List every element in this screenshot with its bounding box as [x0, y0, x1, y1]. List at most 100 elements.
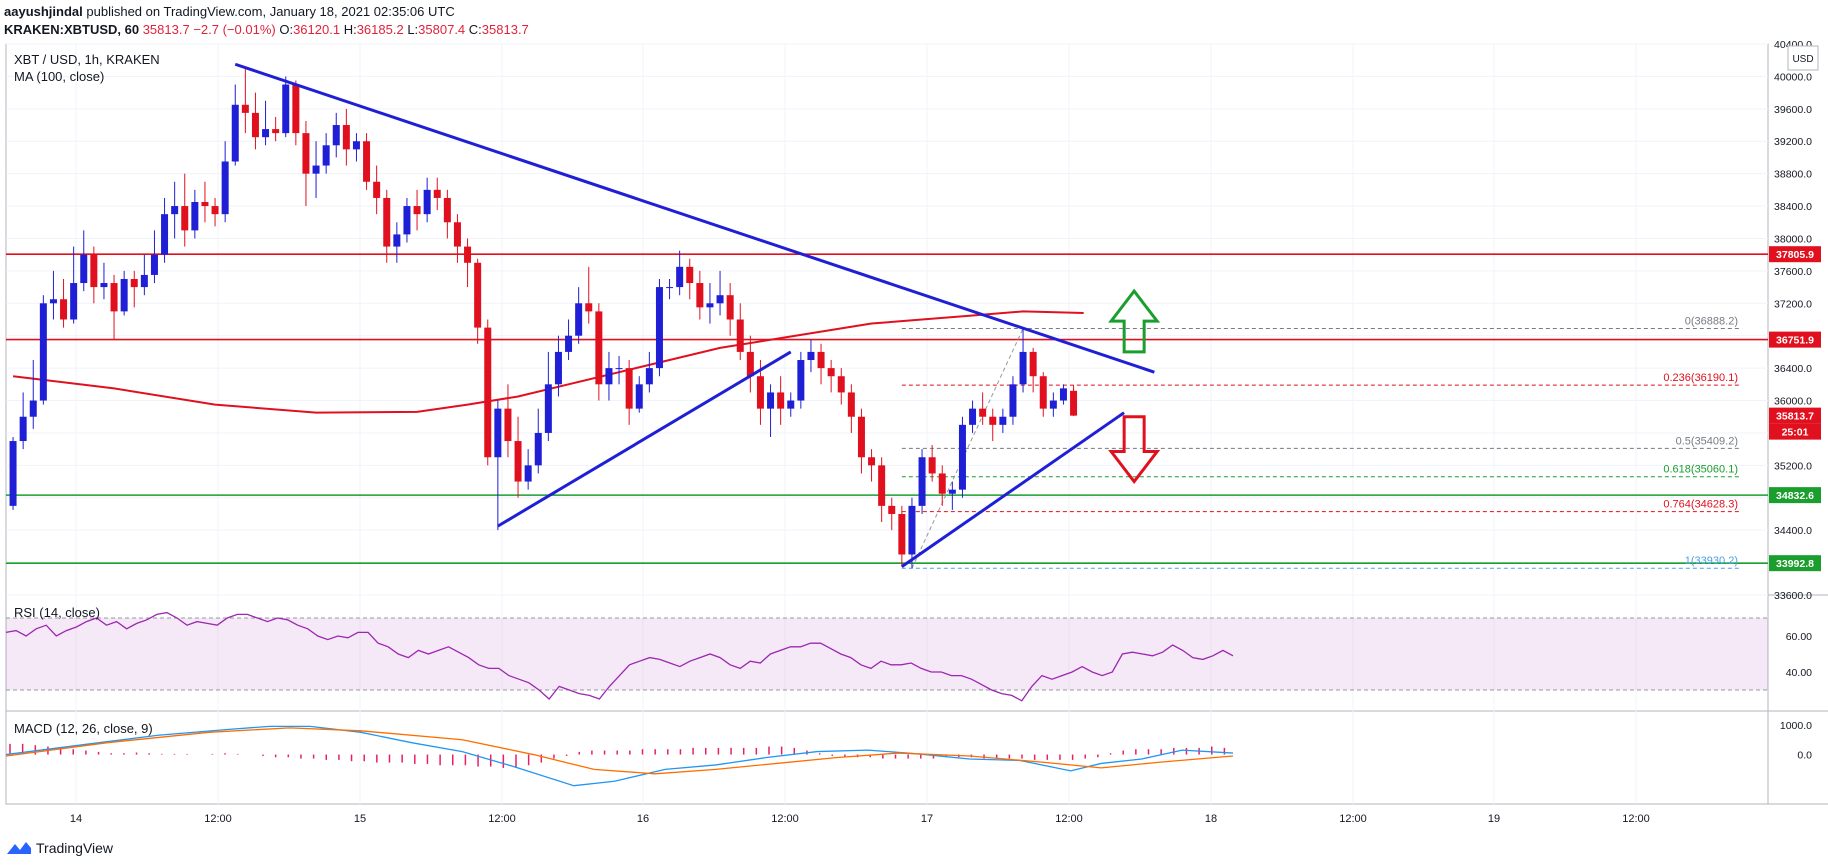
candle-body[interactable] [635, 384, 643, 409]
candle-body[interactable] [777, 392, 785, 409]
candle-body[interactable] [726, 295, 734, 320]
candle-body[interactable] [666, 287, 674, 289]
footer-brand[interactable]: TradingView [6, 840, 113, 856]
candle-body[interactable] [565, 335, 573, 352]
candle-body[interactable] [504, 408, 512, 442]
candle-body[interactable] [80, 254, 88, 284]
trend-lines[interactable] [234, 62, 1155, 568]
candle-body[interactable] [332, 125, 340, 146]
candle-body[interactable] [938, 473, 946, 494]
candle-body[interactable] [443, 197, 451, 223]
candle-body[interactable] [9, 441, 17, 506]
trend-line-support-left[interactable] [497, 350, 792, 528]
candle-body[interactable] [211, 206, 219, 215]
candle-body[interactable] [817, 351, 825, 369]
candle-body[interactable] [120, 278, 128, 312]
candle-body[interactable] [171, 206, 179, 215]
candle-body[interactable] [645, 368, 653, 385]
candle-body[interactable] [474, 262, 482, 328]
candle-body[interactable] [1009, 384, 1017, 417]
currency-box[interactable] [1787, 45, 1819, 71]
candle-body[interactable] [262, 129, 270, 138]
candle-body[interactable] [19, 416, 27, 442]
candle-body[interactable] [312, 165, 320, 174]
candle-body[interactable] [756, 376, 764, 409]
candle-body[interactable] [49, 299, 57, 304]
candle-body[interactable] [292, 84, 300, 134]
candle-body[interactable] [342, 125, 350, 150]
candle-body[interactable] [878, 465, 886, 506]
candle-body[interactable] [352, 141, 360, 150]
candle-body[interactable] [958, 424, 966, 490]
candle-body[interactable] [969, 408, 977, 425]
candle-body[interactable] [989, 416, 997, 425]
candle-body[interactable] [514, 441, 522, 482]
candle-body[interactable] [746, 351, 754, 377]
candle-body[interactable] [544, 384, 552, 433]
candle-body[interactable] [585, 303, 593, 312]
candle-body[interactable] [767, 392, 775, 409]
candle-body[interactable] [393, 234, 401, 247]
candle-body[interactable] [251, 112, 259, 138]
candle-body[interactable] [827, 368, 835, 377]
candle-body[interactable] [797, 360, 805, 401]
candle-body[interactable] [413, 206, 421, 215]
candle-body[interactable] [201, 202, 209, 207]
candle-body[interactable] [696, 283, 704, 308]
candle-body[interactable] [655, 287, 663, 369]
candle-body[interactable] [706, 303, 714, 308]
candle-body[interactable] [605, 368, 613, 385]
candle-body[interactable] [534, 432, 542, 466]
candle-body[interactable] [423, 189, 431, 215]
candle-body[interactable] [554, 351, 562, 385]
rsi-pane[interactable] [5, 611, 1768, 702]
candle-body[interactable] [403, 206, 411, 235]
macd-pane[interactable] [5, 725, 1234, 787]
candle-body[interactable] [39, 303, 47, 401]
candle-body[interactable] [999, 416, 1007, 425]
candle-body[interactable] [282, 84, 290, 134]
candle-body[interactable] [60, 299, 68, 320]
candle-body[interactable] [736, 319, 744, 352]
candle-body[interactable] [100, 283, 108, 288]
candle-body[interactable] [807, 351, 815, 361]
candle-body[interactable] [221, 161, 229, 215]
candle-body[interactable] [373, 181, 381, 198]
candle-body[interactable] [615, 368, 623, 370]
candle-body[interactable] [130, 278, 138, 288]
candle-body[interactable] [928, 457, 936, 474]
candle-body[interactable] [908, 505, 916, 555]
candle-body[interactable] [464, 246, 472, 263]
candle-body[interactable] [1070, 390, 1078, 416]
trend-line-falling-resistance[interactable] [234, 62, 1155, 374]
candle-body[interactable] [181, 206, 189, 231]
candle-body[interactable] [1029, 351, 1037, 377]
candle-body[interactable] [161, 214, 169, 255]
candle-body[interactable] [494, 408, 502, 458]
candle-body[interactable] [595, 311, 603, 385]
candle-body[interactable] [90, 254, 98, 288]
candle-body[interactable] [1059, 388, 1067, 401]
candle-body[interactable] [898, 513, 906, 555]
candle-body[interactable] [231, 104, 239, 162]
candle-body[interactable] [837, 376, 845, 393]
time-axis[interactable]: 14 12:00 15 12:00 16 12:00 17 12:00 18 12:00 19 12:… [70, 813, 1650, 825]
candle-body[interactable] [29, 400, 37, 417]
candle-body[interactable] [847, 392, 855, 417]
price-axis[interactable]: 33600.034000.034400.034800.035200.035600… [1769, 39, 1821, 762]
candle-body[interactable] [241, 104, 249, 113]
candle-body[interactable] [787, 400, 795, 409]
candle-body[interactable] [272, 129, 280, 134]
candle-body[interactable] [868, 457, 876, 466]
candle-body[interactable] [302, 133, 310, 174]
candle-body[interactable] [948, 489, 956, 494]
candle-body[interactable] [383, 197, 391, 247]
trend-line-support-right[interactable] [900, 411, 1125, 568]
candle-body[interactable] [322, 145, 330, 166]
candles[interactable] [9, 68, 1078, 569]
candle-body[interactable] [453, 222, 461, 247]
candle-body[interactable] [1049, 400, 1057, 409]
candle-body[interactable] [484, 327, 492, 458]
candle-body[interactable] [150, 254, 158, 275]
candle-body[interactable] [70, 283, 78, 320]
